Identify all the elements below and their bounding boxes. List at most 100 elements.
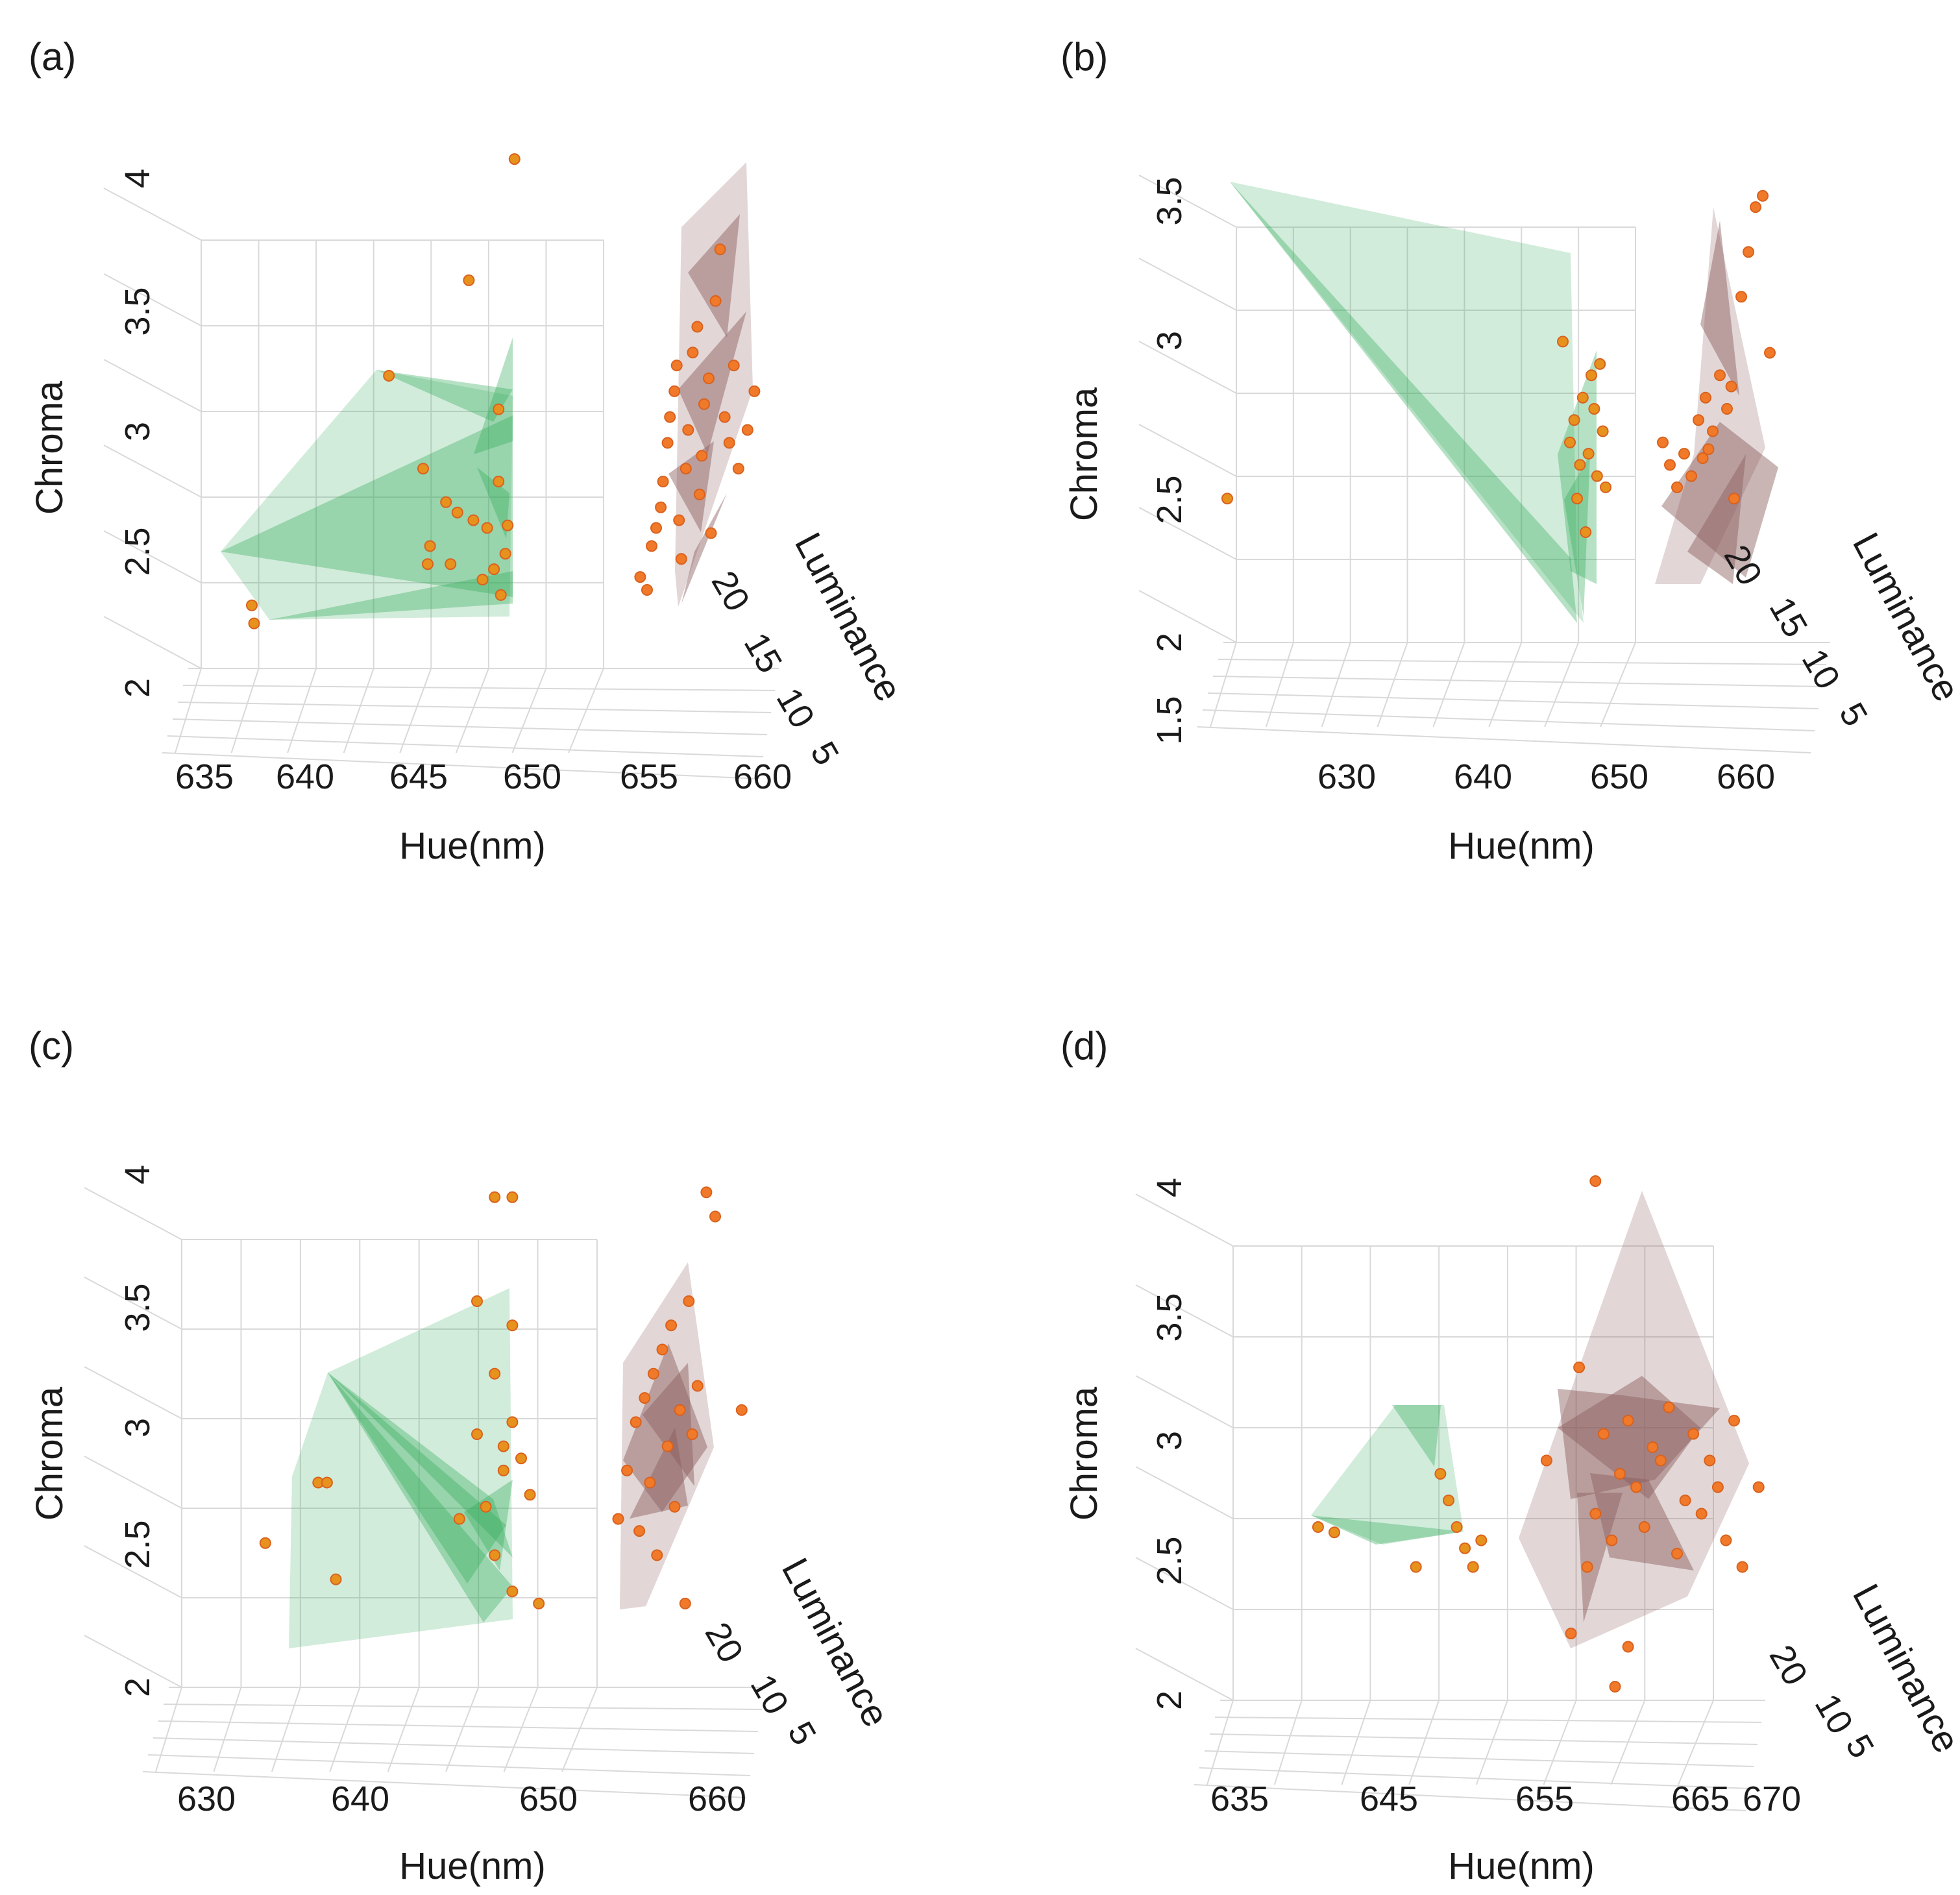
z-tick-label: 20 xyxy=(1762,1639,1815,1692)
z-tick-label: 15 xyxy=(1762,591,1815,644)
z-axis-label: Luminance xyxy=(787,526,911,708)
grid-line xyxy=(1214,1717,1762,1723)
green-hull-facet xyxy=(474,337,513,454)
brown-group-point xyxy=(668,385,681,397)
brown-hull-facet xyxy=(688,214,740,337)
brown-group-point xyxy=(1714,369,1726,382)
grid-line xyxy=(1135,1466,1234,1519)
green-group-point xyxy=(417,463,429,475)
green-group-point xyxy=(424,540,436,552)
brown-group-point xyxy=(680,463,692,475)
green-group-point xyxy=(524,1489,536,1501)
brown-group-point xyxy=(1697,452,1709,464)
brown-group-point xyxy=(1589,1175,1602,1187)
brown-group-point xyxy=(698,398,710,410)
y-axis-label: Chroma xyxy=(29,380,71,515)
green-group-point xyxy=(502,519,514,532)
green-group-point xyxy=(1600,481,1611,493)
green-hull-facet xyxy=(1230,182,1584,623)
brown-group-point xyxy=(621,1464,633,1476)
y-tick-label: 4 xyxy=(1150,1178,1189,1197)
brown-group-point xyxy=(1671,1548,1683,1559)
brown-group-point xyxy=(1678,448,1690,460)
green-group-point xyxy=(1312,1521,1324,1533)
grid-line xyxy=(142,1771,747,1798)
brown-group-point xyxy=(1702,443,1715,456)
data-points xyxy=(246,153,761,630)
y-tick-labels: 4 3.5 3 2.5 2 xyxy=(1150,1178,1189,1710)
brown-hull-facet xyxy=(623,1343,707,1512)
brown-group-point xyxy=(1622,1641,1634,1653)
grid-line xyxy=(1432,642,1465,727)
grid-line xyxy=(1135,1375,1234,1428)
grid-line xyxy=(103,359,202,412)
grid-line xyxy=(84,1635,182,1688)
brown-hull-facet xyxy=(681,493,727,604)
brown-group-point xyxy=(1720,1534,1732,1547)
x-tick-label: 635 xyxy=(175,757,234,796)
brown-group-point xyxy=(1630,1481,1643,1493)
green-group-point xyxy=(1475,1534,1488,1547)
grid-line xyxy=(175,668,202,753)
brown-group-point xyxy=(741,424,753,436)
panel-grid xyxy=(84,1187,766,1798)
brown-hull-facet xyxy=(620,1262,714,1609)
x-tick-label: 650 xyxy=(519,1779,578,1818)
green-group-point xyxy=(471,1428,483,1440)
y-tick-label: 3 xyxy=(118,1418,157,1437)
grid-line xyxy=(103,188,202,241)
y-tick-labels: 3.5 3 2.5 2 1.5 xyxy=(1150,177,1189,744)
brown-group-point xyxy=(1597,1428,1610,1440)
brown-group-point xyxy=(651,1549,663,1561)
grid-line xyxy=(503,1687,539,1772)
brown-group-point xyxy=(641,584,653,596)
brown-group-point xyxy=(665,1319,678,1332)
grid-line xyxy=(455,668,489,753)
grid-line xyxy=(1488,642,1523,727)
brown-group-point xyxy=(1743,246,1754,258)
panel-grid xyxy=(1135,1193,1765,1811)
brown-hull-facet xyxy=(1687,454,1746,584)
green-hull-facet xyxy=(289,1288,513,1648)
x-tick-label: 655 xyxy=(620,757,678,796)
grid-line xyxy=(1135,1284,1234,1338)
brown-group-point xyxy=(656,1343,668,1356)
grid-line xyxy=(399,668,432,753)
brown-group-point xyxy=(1638,1521,1650,1533)
brown-group-point xyxy=(655,501,667,513)
brown-group-point xyxy=(1573,1362,1586,1373)
green-group-point xyxy=(463,274,475,286)
green-group-point xyxy=(489,1367,501,1380)
green-group-point xyxy=(489,1191,501,1203)
grid-line xyxy=(1138,341,1237,394)
green-group-point xyxy=(493,476,505,487)
grid-line xyxy=(1210,642,1237,727)
brown-group-point xyxy=(612,1513,624,1525)
grid-line xyxy=(167,735,764,757)
z-tick-label: 5 xyxy=(1838,1728,1881,1765)
green-group-point xyxy=(1564,436,1576,448)
x-tick-label: 660 xyxy=(733,757,792,796)
brown-group-point xyxy=(650,522,662,534)
green-hull-facet xyxy=(376,370,513,422)
green-hull-facet xyxy=(328,1373,506,1583)
green-hull-facet xyxy=(328,1373,513,1622)
green-group-point xyxy=(1591,470,1603,482)
grid-line xyxy=(84,1456,182,1509)
z-axis-label: Luminance xyxy=(1844,526,1960,708)
y-tick-label: 3.5 xyxy=(1150,177,1189,225)
panel-label: (c) xyxy=(29,1024,74,1068)
grid-line xyxy=(1138,424,1237,477)
brown-hull-facet xyxy=(668,441,714,532)
grid-line xyxy=(1377,642,1408,727)
brown-group-point xyxy=(705,527,717,539)
brown-group-point xyxy=(1609,1681,1621,1693)
grid-line xyxy=(103,273,202,326)
x-tick-labels: 635 645 655 665 670 xyxy=(1210,1779,1801,1818)
grid-line xyxy=(1138,258,1237,311)
z-tick-label: 15 xyxy=(737,626,790,679)
green-hull-facet xyxy=(1230,182,1577,623)
grid-line xyxy=(84,1277,182,1330)
brown-group-point xyxy=(1711,1481,1724,1493)
